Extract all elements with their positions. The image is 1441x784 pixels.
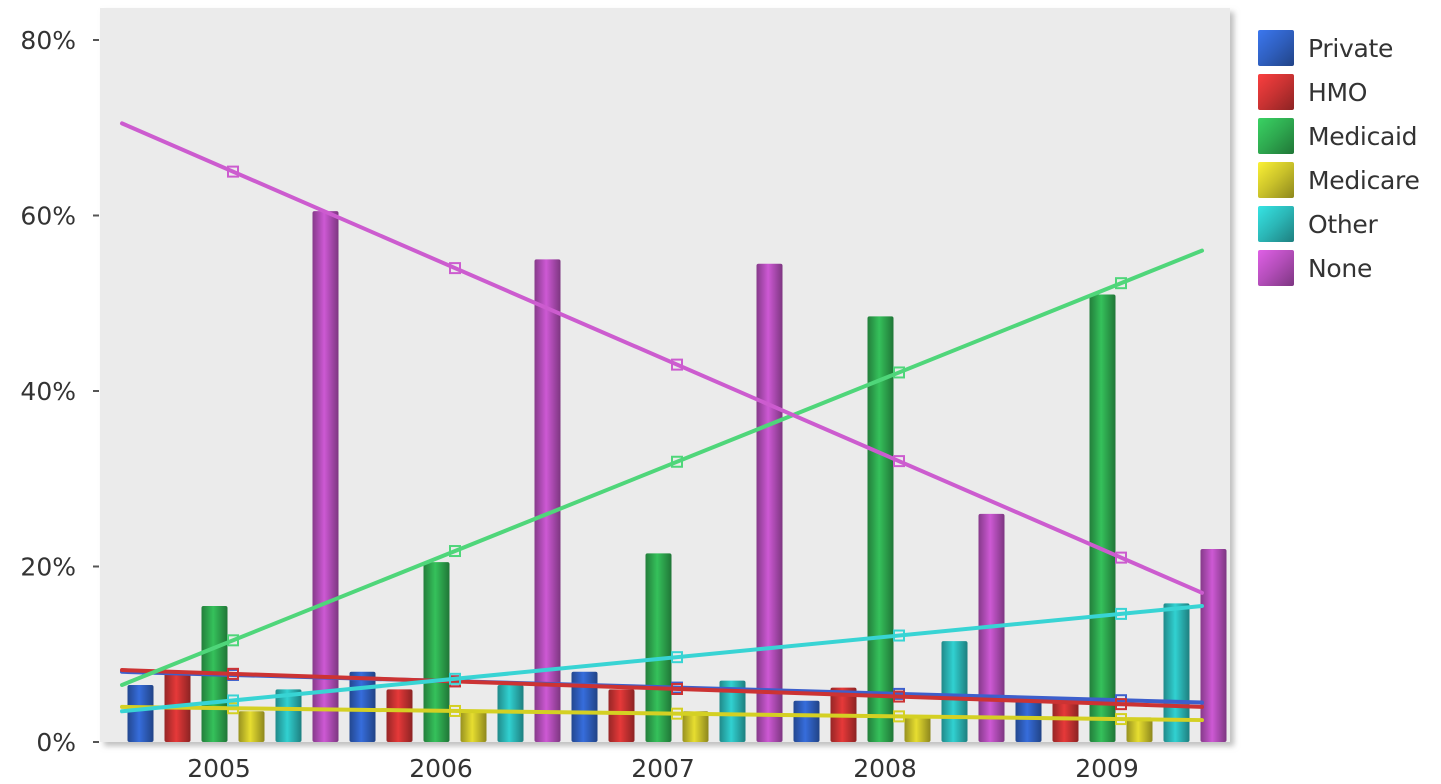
legend-swatch-none [1258,250,1294,286]
y-tick-label: 20% [20,553,76,582]
bar-private-2008 [794,701,820,742]
bar-medicare-2006 [461,711,487,742]
x-tick-label-2009: 2009 [1075,754,1139,783]
bar-medicaid-2009 [1090,294,1116,742]
legend-item-other: Other [1258,202,1420,246]
legend-label: Other [1308,210,1377,239]
bar-other-2008 [942,641,968,742]
x-axis: 2005 2006 2007 2008 2009 [187,754,1139,783]
y-tick-label: 0% [36,728,76,757]
bar-hmo-2007 [609,689,635,742]
bar-private-2007 [572,672,598,742]
bar-private-2005 [128,685,154,742]
bar-private-2009 [1016,701,1042,742]
x-tick-label-2006: 2006 [409,754,473,783]
legend-swatch-other [1258,206,1294,242]
legend-label: Medicare [1308,166,1420,195]
legend-swatch-hmo [1258,74,1294,110]
legend-label: HMO [1308,78,1367,107]
bar-medicare-2008 [905,716,931,742]
legend-item-none: None [1258,246,1420,290]
bar-medicaid-2006 [424,562,450,742]
x-tick-label-2007: 2007 [631,754,695,783]
bar-medicare-2005 [239,711,265,742]
bar-none-2005 [313,211,339,742]
legend-label: Private [1308,34,1393,63]
bar-none-2007 [757,264,783,742]
y-tick-label: 40% [20,377,76,406]
bar-hmo-2006 [387,689,413,742]
x-tick-label-2008: 2008 [853,754,917,783]
legend-item-medicare: Medicare [1258,158,1420,202]
legend: Private HMO Medicaid Medicare Other None [1258,26,1420,290]
y-tick-label: 60% [20,202,76,231]
legend-label: Medicaid [1308,122,1417,151]
y-axis: 0% 20% 40% 60% 80% [20,26,99,757]
bar-none-2009 [1201,549,1227,742]
bar-private-2006 [350,672,376,742]
bar-hmo-2009 [1053,700,1079,742]
x-tick-label-2005: 2005 [187,754,251,783]
legend-item-private: Private [1258,26,1420,70]
legend-item-medicaid: Medicaid [1258,114,1420,158]
y-tick-label: 80% [20,26,76,55]
legend-swatch-private [1258,30,1294,66]
legend-label: None [1308,254,1372,283]
legend-item-hmo: HMO [1258,70,1420,114]
legend-swatch-medicaid [1258,118,1294,154]
legend-swatch-medicare [1258,162,1294,198]
